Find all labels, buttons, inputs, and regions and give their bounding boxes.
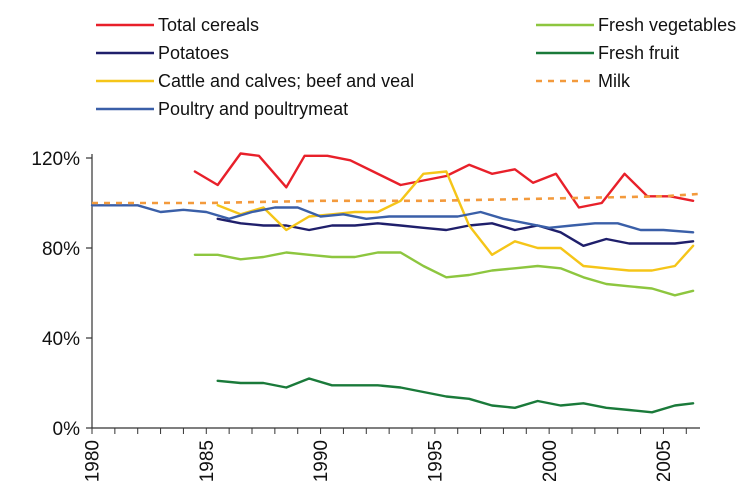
x-tick-label: 1995 (426, 440, 447, 481)
legend-label: Total cereals (158, 15, 259, 35)
x-tick-label: 1985 (197, 440, 218, 481)
series-line-total-cereals (193, 152, 695, 209)
legend-item-potatoes: Potatoes (96, 43, 229, 63)
legend-item-fresh-vegetables: Fresh vegetables (536, 15, 736, 35)
chart-series (90, 152, 698, 414)
y-tick-label: 120% (31, 149, 80, 170)
x-tick-label: 2000 (540, 440, 561, 481)
legend-label: Milk (598, 71, 631, 91)
legend-item-milk: Milk (536, 71, 631, 91)
legend-label: Cattle and calves; beef and veal (158, 71, 414, 91)
series-line-cattle-and-calves-beef-and-veal (216, 170, 695, 272)
series-line-potatoes (216, 217, 695, 248)
legend-item-total-cereals: Total cereals (96, 15, 259, 35)
chart-axes: 0% 40% 80% 120% 1980 1985 1990 1995 2000 2005 (31, 149, 700, 481)
series-line-fresh-fruit (216, 377, 695, 414)
legend-label: Fresh fruit (598, 43, 679, 63)
y-tick-label: 80% (42, 239, 80, 260)
legend-item-cattle-and-calves-beef-and-veal: Cattle and calves; beef and veal (96, 71, 414, 91)
legend-item-poultry-and-poultrymeat: Poultry and poultrymeat (96, 99, 348, 119)
legend-label: Poultry and poultrymeat (158, 99, 348, 119)
y-tick-label: 0% (53, 419, 81, 440)
legend-label: Fresh vegetables (598, 15, 736, 35)
series-line-fresh-vegetables (193, 251, 695, 297)
y-tick-label: 40% (42, 329, 80, 350)
legend-item-fresh-fruit: Fresh fruit (536, 43, 679, 63)
x-tick-label: 1990 (311, 440, 332, 481)
series-line-poultry-and-poultrymeat (90, 204, 695, 234)
legend-label: Potatoes (158, 43, 229, 63)
x-tick-label: 2005 (654, 440, 675, 481)
x-tick-label: 1980 (83, 440, 104, 481)
legend: Total cereals Potatoes Cattle and calves; … (96, 15, 736, 119)
